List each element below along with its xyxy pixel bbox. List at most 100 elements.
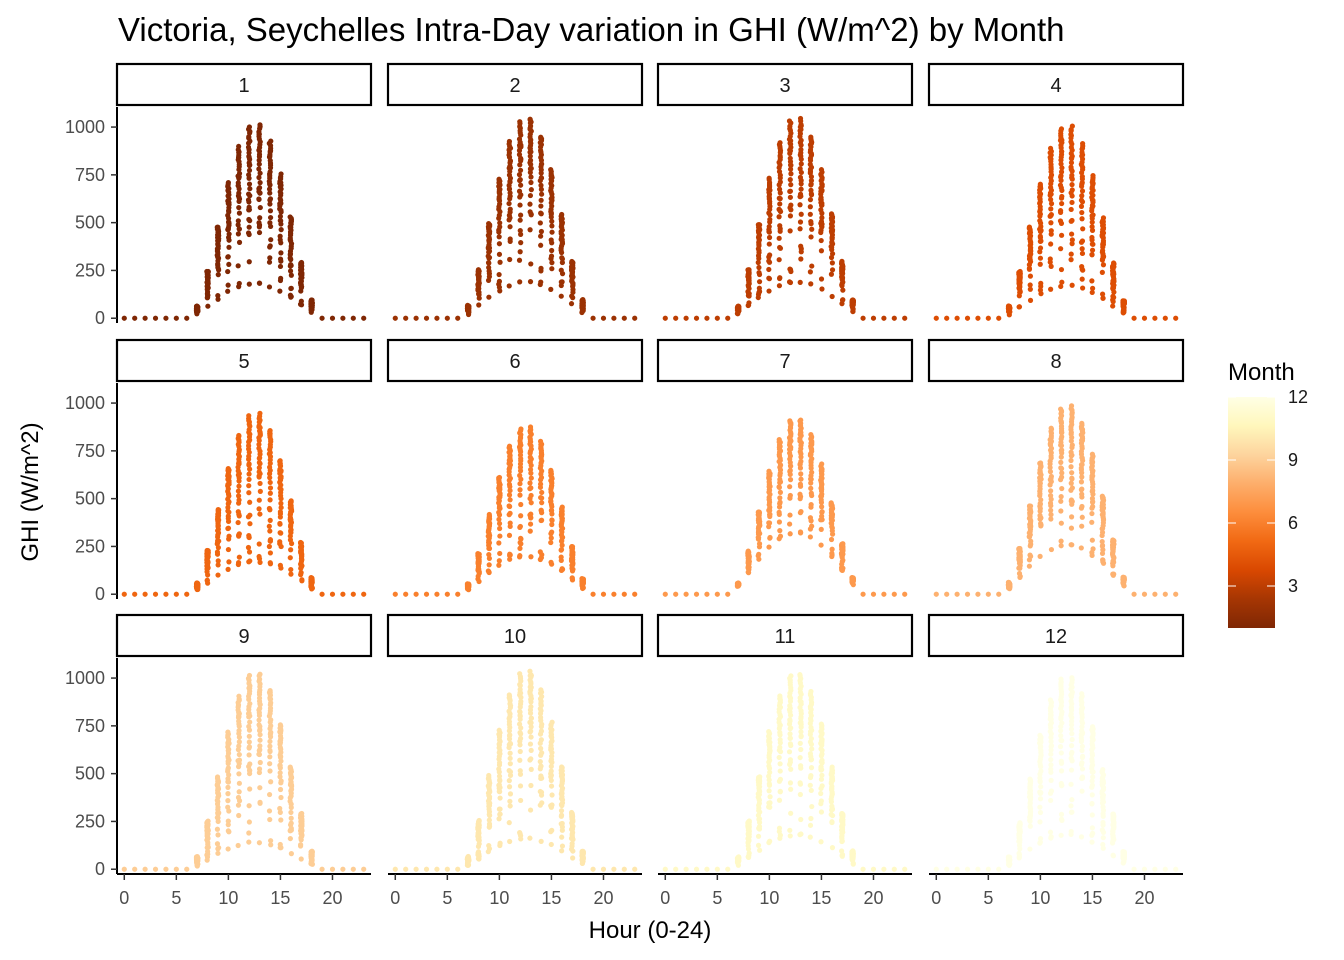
data-point [277,263,284,270]
data-point [288,851,294,857]
data-point [246,207,253,213]
data-point [797,115,804,122]
facet-strip [115,338,373,383]
data-point [528,515,534,521]
data-point [1058,494,1064,500]
data-point [537,481,544,487]
facet-strip-label: 8 [1050,351,1061,373]
data-point [558,557,564,564]
data-point [539,500,545,506]
data-point [246,549,253,555]
data-point [933,315,939,321]
data-point [518,182,524,188]
data-point [777,761,783,767]
data-point [797,279,803,285]
data-point [839,811,845,817]
data-point [163,315,169,321]
data-point [600,591,607,597]
data-point [1068,487,1074,493]
data-point [1141,591,1148,597]
data-point [528,715,534,721]
data-point [496,816,502,822]
data-point [1037,287,1044,293]
data-point [559,542,565,548]
data-point [455,866,461,872]
data-point [756,269,762,276]
data-point [528,500,534,506]
data-point [829,845,836,851]
data-points [121,671,367,872]
data-point [466,309,472,315]
data-point [829,260,835,266]
data-point [829,213,835,219]
data-point [1111,278,1117,285]
y-tick-label: 0 [95,859,105,879]
data-point [600,315,607,321]
data-point [839,277,845,283]
data-point [840,266,846,272]
data-point [267,214,274,221]
data-point [236,239,243,245]
data-point [225,818,231,824]
data-point [496,483,502,489]
data-point [506,283,512,289]
data-points [933,403,1179,597]
data-point [277,562,283,568]
data-point [266,791,273,798]
data-point [1068,206,1074,213]
data-point [506,784,513,790]
data-point [569,575,575,581]
data-point [829,786,835,792]
data-point [1048,286,1054,292]
data-point [1048,206,1054,212]
data-point [548,727,555,733]
data-point [787,228,793,234]
data-point [517,748,523,755]
data-point [1110,553,1116,559]
data-point [267,148,273,154]
data-point [1069,542,1075,548]
data-point [1099,504,1105,510]
data-point [225,180,231,186]
data-point [1058,185,1064,191]
data-point [267,816,273,823]
data-point [839,818,845,824]
data-point [329,315,336,321]
data-point [299,577,305,583]
data-point [173,866,179,872]
data-point [486,294,492,300]
data-point [797,740,803,746]
data-point [226,757,232,763]
data-point [1037,255,1044,261]
data-point [538,728,545,734]
data-point [267,464,273,470]
data-point [807,526,814,532]
y-tick-label: 500 [75,489,105,509]
x-tick-label: 10 [218,888,238,908]
data-point [297,843,304,849]
data-point [507,838,513,845]
data-point [528,747,534,754]
data-point [788,810,794,816]
data-point [517,487,523,493]
data-point [549,521,555,528]
data-point [287,268,294,274]
data-point [549,517,555,524]
data-point [246,733,252,739]
data-point [611,591,617,597]
data-point [507,791,514,797]
data-points [121,410,367,597]
data-point [787,827,793,833]
data-point [225,784,231,790]
data-point [693,591,700,597]
data-point [444,866,450,872]
data-point [527,684,533,690]
data-point [809,803,815,810]
data-point [559,790,565,797]
data-point [1099,526,1105,532]
data-point [818,809,825,815]
data-point [786,706,793,713]
data-point [776,283,783,289]
data-point [1079,162,1085,168]
